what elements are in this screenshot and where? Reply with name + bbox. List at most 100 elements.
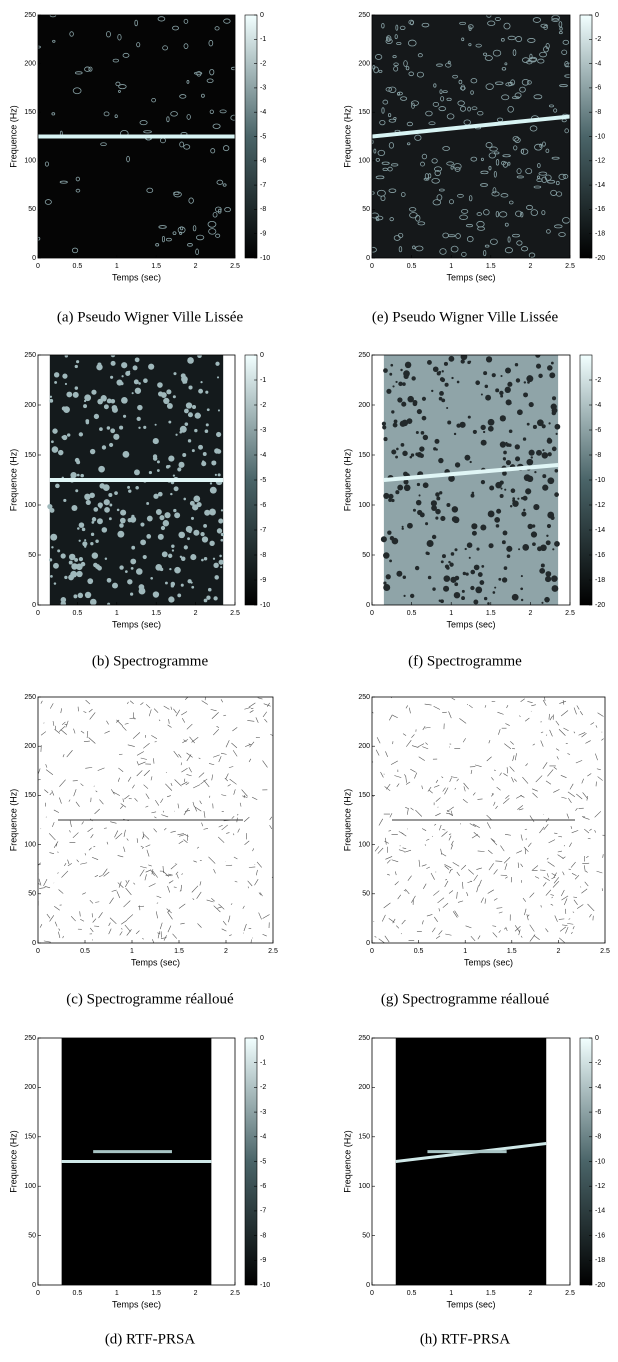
- texture: [480, 393, 483, 396]
- texture: [461, 37, 465, 42]
- texture: [568, 797, 572, 803]
- texture: [563, 898, 568, 906]
- texture: [121, 927, 123, 930]
- texture: [500, 38, 505, 42]
- y-axis-label: Frequence (Hz): [342, 449, 352, 512]
- texture: [191, 736, 199, 743]
- texture: [414, 565, 420, 571]
- x-tick-label: 2: [528, 1290, 532, 1297]
- texture: [78, 539, 81, 542]
- texture: [167, 885, 171, 893]
- texture: [59, 797, 62, 804]
- texture: [382, 425, 387, 430]
- texture: [186, 754, 192, 762]
- texture: [497, 117, 504, 122]
- x-tick-label: 0: [370, 948, 374, 955]
- image-fill: [395, 1038, 547, 1285]
- texture: [136, 42, 141, 48]
- texture: [438, 599, 442, 602]
- texture: [130, 592, 134, 596]
- texture: [507, 105, 514, 113]
- texture: [487, 849, 493, 854]
- texture: [214, 575, 219, 580]
- texture: [480, 897, 484, 903]
- texture: [481, 157, 484, 162]
- texture: [504, 834, 511, 836]
- texture: [381, 421, 387, 426]
- texture: [542, 699, 547, 706]
- texture: [213, 905, 221, 913]
- texture: [573, 707, 577, 715]
- texture: [517, 862, 520, 868]
- texture: [506, 545, 513, 552]
- texture: [453, 591, 461, 599]
- texture: [372, 246, 377, 253]
- texture: [102, 868, 108, 876]
- texture: [444, 382, 449, 387]
- texture: [560, 889, 565, 897]
- texture: [210, 709, 217, 712]
- texture: [596, 870, 603, 874]
- y-tick-label: 0: [32, 1282, 36, 1289]
- texture: [99, 483, 105, 489]
- texture: [441, 831, 448, 837]
- texture: [562, 39, 570, 45]
- texture: [122, 414, 127, 418]
- texture: [405, 705, 408, 709]
- texture: [415, 452, 419, 456]
- texture: [596, 768, 601, 771]
- texture: [104, 507, 110, 513]
- x-axis-label: Temps (sec): [446, 272, 495, 282]
- texture: [499, 415, 506, 422]
- texture: [576, 705, 580, 710]
- colorbar-tick-label: -7: [260, 527, 266, 534]
- texture: [156, 460, 160, 464]
- texture: [157, 932, 161, 935]
- texture: [513, 145, 518, 151]
- texture: [203, 811, 206, 818]
- texture: [165, 237, 172, 242]
- texture: [74, 386, 79, 390]
- texture: [521, 496, 524, 500]
- texture: [84, 493, 91, 500]
- texture: [73, 789, 77, 797]
- texture: [381, 107, 385, 114]
- texture: [452, 911, 458, 918]
- texture: [408, 71, 414, 77]
- texture: [152, 591, 160, 598]
- texture: [54, 921, 58, 927]
- texture: [545, 780, 552, 785]
- texture: [389, 217, 394, 222]
- texture: [553, 766, 557, 770]
- texture: [372, 212, 379, 219]
- texture: [487, 510, 495, 518]
- texture: [562, 856, 566, 859]
- texture: [133, 379, 139, 385]
- texture: [402, 733, 407, 736]
- texture: [124, 879, 130, 888]
- texture: [204, 429, 209, 433]
- texture: [57, 549, 61, 553]
- texture: [401, 401, 407, 407]
- texture: [50, 533, 58, 541]
- colorbar-tick-label: -20: [595, 255, 605, 262]
- texture: [377, 847, 384, 854]
- texture: [75, 176, 80, 182]
- texture: [44, 789, 49, 794]
- texture: [389, 372, 393, 376]
- texture: [571, 873, 577, 876]
- y-tick-label: 200: [24, 402, 36, 409]
- texture: [480, 424, 486, 431]
- texture: [193, 495, 201, 503]
- colorbar-tick-label: -4: [595, 1084, 601, 1091]
- y-tick-label: 150: [24, 452, 36, 459]
- texture: [431, 927, 436, 933]
- texture: [400, 832, 407, 837]
- texture: [450, 810, 453, 817]
- texture: [179, 555, 183, 558]
- y-tick-label: 100: [358, 158, 370, 165]
- texture: [534, 143, 543, 151]
- texture: [132, 784, 135, 789]
- texture: [191, 449, 195, 453]
- texture: [559, 700, 567, 704]
